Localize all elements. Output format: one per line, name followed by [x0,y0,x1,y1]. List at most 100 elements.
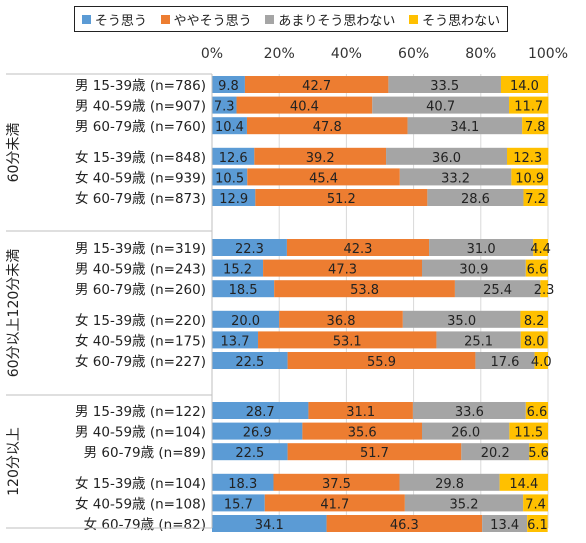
bar-segment [523,494,548,512]
x-tick-label: 80% [465,46,496,62]
bar-segment [286,239,430,256]
row-label: 男 60-79歳 (n=760) [75,119,206,135]
row-label: 女 15-39歳 (n=104) [75,475,206,492]
row-label: 女 60-79歳 (n=873) [75,190,206,207]
bar-segment [212,189,256,206]
data-label: 10.4 [215,120,244,135]
bar-segment [461,443,530,461]
bar-segment [212,473,274,491]
bar-segment [212,310,280,328]
data-label: 10.9 [515,171,544,186]
data-label: 53.1 [333,334,362,349]
bar-segment [527,515,548,532]
data-label: 9.8 [218,79,239,94]
data-label: 20.2 [481,446,510,461]
bar-segment [244,76,389,93]
data-label: 14.4 [509,477,538,492]
bar-segment [412,402,526,419]
data-label: 2.3 [534,283,555,298]
data-label: 22.5 [235,355,264,370]
bar-segment [511,168,548,186]
bar-segment [212,280,275,298]
data-label: 7.4 [525,497,546,512]
bar-segment [475,352,535,369]
bar-segment [533,239,548,256]
data-label: 33.2 [441,171,470,186]
bar-segment [302,422,422,440]
group-label: 60分以上120分未満 [6,249,22,378]
x-tick-label: 20% [264,46,295,62]
data-label: 7.3 [214,100,235,115]
row-label: 男 15-39歳 (n=786) [75,78,206,94]
data-label: 22.3 [235,242,264,257]
bar-segment [372,96,510,114]
data-label: 51.7 [360,446,389,461]
bar-segment [522,117,549,135]
bar-segment [212,76,245,93]
data-label: 7.2 [525,192,546,207]
bar-segment [247,168,400,186]
data-label: 29.8 [435,477,464,492]
legend-label: ややそう思う [173,13,252,29]
bar-segment [422,422,510,440]
row-label: 男 15-39歳 (n=319) [75,241,206,257]
data-label: 34.1 [255,518,284,533]
data-label: 25.1 [464,334,493,349]
data-label: 12.6 [219,151,248,166]
legend-swatch [81,14,91,24]
legend-label: そう思う [94,13,147,29]
data-label: 11.5 [514,426,543,441]
row-label: 男 60-79歳 (n=260) [75,282,206,298]
data-label: 40.4 [290,100,319,115]
bar-segment [525,259,548,277]
bar-segment [422,259,526,277]
bar-segment [507,147,549,165]
bar-segment [540,280,548,298]
data-label: 30.9 [459,263,488,278]
data-label: 15.2 [223,263,252,278]
bar-segment [279,310,403,328]
data-label: 28.7 [246,405,275,420]
bar-segment [212,494,265,512]
row-label: 男 60-79歳 (n=89) [84,445,206,461]
data-label: 12.9 [219,192,248,207]
data-label: 35.0 [447,314,476,329]
data-label: 45.4 [309,171,338,186]
data-label: 31.1 [346,405,375,420]
data-label: 12.3 [513,151,542,166]
legend-label: あまりそう思わない [278,13,396,29]
data-label: 13.4 [490,518,519,533]
bar-segment [236,96,373,114]
row-label: 女 60-79歳 (n=82) [84,516,206,533]
bar-segment [520,310,548,328]
data-label: 10.5 [215,171,244,186]
data-label: 39.2 [306,151,335,166]
data-label: 6.6 [527,405,548,420]
data-label: 42.3 [344,242,373,257]
data-label: 55.9 [367,355,396,370]
data-label: 5.6 [528,446,549,461]
bar-segment [287,352,476,369]
data-label: 37.5 [322,477,351,492]
bar-segment [326,515,483,532]
data-label: 34.1 [450,120,479,135]
row-label: 男 40-59歳 (n=243) [75,262,206,278]
bar-segment [212,168,248,186]
data-label: 51.2 [327,192,356,207]
data-label: 25.4 [483,283,512,298]
bar-segment [523,189,548,206]
row-label: 男 15-39歳 (n=122) [75,404,206,420]
data-label: 41.7 [320,497,349,512]
data-label: 22.5 [235,446,264,461]
row-label: 女 40-59歳 (n=175) [75,332,206,349]
x-tick-label: 100% [528,46,568,62]
x-tick-label: 40% [331,46,362,62]
bar-segment [427,189,524,206]
data-label: 15.7 [224,497,253,512]
bar-segment [454,280,541,298]
bar-segment [254,147,387,165]
row-label: 男 40-59歳 (n=104) [75,425,206,441]
data-label: 26.0 [451,426,480,441]
row-label: 女 15-39歳 (n=220) [75,312,206,329]
